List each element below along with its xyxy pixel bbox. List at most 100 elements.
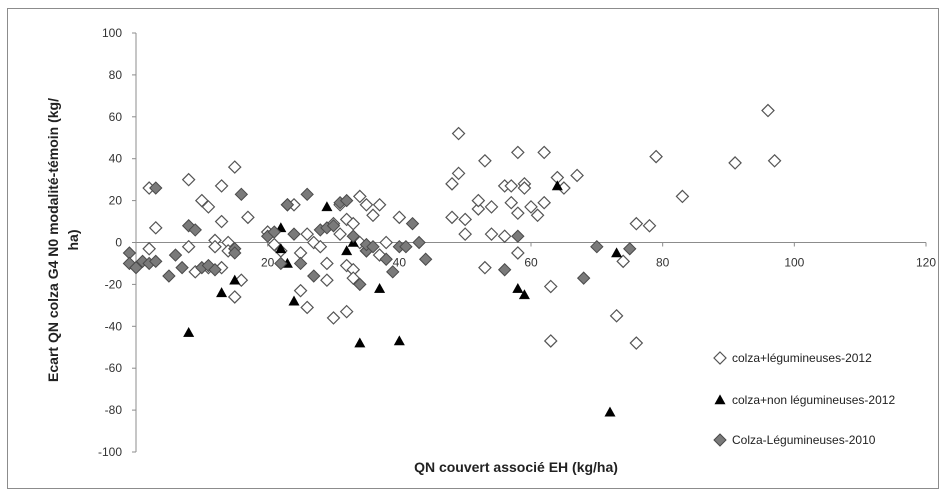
data-point — [576, 271, 591, 285]
data-point — [227, 160, 242, 174]
data-point — [359, 197, 374, 212]
data-point — [518, 289, 530, 300]
data-point — [293, 256, 308, 271]
series-1 — [142, 103, 782, 350]
x-tick-label: 60 — [524, 256, 538, 270]
data-point — [366, 208, 380, 223]
data-point — [392, 210, 407, 225]
data-point — [346, 271, 361, 285]
data-point — [543, 334, 558, 348]
data-point — [181, 172, 196, 187]
data-point — [386, 265, 400, 279]
data-point — [642, 218, 657, 233]
data-point — [761, 103, 775, 118]
data-point — [346, 229, 360, 243]
data-point — [188, 223, 202, 237]
data-point — [510, 206, 525, 221]
data-point — [194, 193, 209, 208]
x-tick-label: 20 — [261, 256, 275, 270]
legend-marker — [713, 433, 727, 447]
data-point — [366, 239, 380, 254]
data-point — [352, 189, 367, 204]
data-point — [604, 406, 616, 417]
data-point — [471, 202, 486, 216]
data-point — [267, 237, 282, 252]
data-point — [484, 200, 499, 214]
data-point — [333, 227, 347, 241]
data-point — [300, 227, 315, 241]
legend-label: colza+légumineuses-2012 — [732, 351, 872, 365]
data-point — [530, 208, 545, 223]
data-point — [623, 242, 637, 256]
legend: colza+légumineuses-2012 colza+non légumin… — [713, 351, 895, 447]
data-point — [300, 187, 314, 202]
data-point — [458, 227, 473, 241]
y-axis-title-line-2: ha) — [65, 230, 81, 251]
data-point — [326, 311, 341, 325]
data-point — [451, 126, 466, 141]
chart-frame — [7, 8, 939, 489]
data-point — [208, 263, 222, 277]
data-point — [201, 200, 216, 214]
data-point — [339, 304, 354, 319]
y-axis-title-line-1: Ecart QN colza G4 N0 modalité-témoin (kg… — [45, 98, 61, 382]
y-tick-label: -60 — [105, 361, 123, 375]
data-point — [418, 252, 433, 266]
data-point — [288, 295, 300, 306]
data-point — [181, 239, 196, 254]
data-point — [234, 187, 249, 202]
data-point — [412, 235, 426, 250]
data-point — [405, 216, 420, 231]
data-point — [175, 260, 189, 275]
data-point — [445, 176, 459, 191]
data-point — [275, 243, 287, 254]
data-point — [497, 263, 512, 277]
data-point — [280, 198, 295, 212]
data-point — [458, 212, 473, 227]
data-point — [372, 197, 387, 212]
data-point — [274, 256, 288, 271]
data-point — [216, 287, 228, 298]
y-tick-label: -80 — [105, 403, 123, 417]
x-tick-label: 120 — [916, 256, 936, 270]
data-point — [767, 153, 782, 168]
legend-item-1: colza+légumineuses-2012 — [713, 351, 872, 365]
data-point — [517, 181, 532, 195]
x-tick-label: 80 — [656, 256, 670, 270]
data-point — [354, 337, 366, 348]
y-tick-label: -20 — [105, 277, 123, 291]
data-point — [512, 282, 524, 293]
data-point — [616, 254, 631, 269]
x-tick-labels: 20 40 60 80 100 120 — [261, 256, 936, 270]
data-point — [537, 145, 552, 160]
data-point — [590, 239, 604, 254]
y-tick-label: 60 — [109, 110, 123, 124]
data-point — [484, 227, 499, 241]
data-point — [445, 210, 459, 225]
data-point — [649, 149, 663, 164]
data-point — [313, 239, 328, 254]
data-point — [399, 239, 413, 254]
data-point — [543, 279, 558, 294]
data-points — [122, 103, 782, 417]
data-point — [339, 193, 354, 208]
data-point — [229, 274, 241, 285]
data-point — [510, 145, 525, 160]
data-point — [675, 189, 690, 204]
y-tick-label: -40 — [105, 319, 123, 333]
legend-item-2: colza+non légumineuses-2012 — [714, 393, 895, 407]
y-tick-label: 80 — [109, 68, 123, 82]
data-point — [510, 246, 525, 260]
data-point — [320, 256, 334, 271]
data-point — [609, 308, 624, 323]
data-point — [228, 246, 242, 260]
data-point — [287, 227, 301, 241]
data-point — [629, 336, 644, 350]
legend-marker — [714, 394, 726, 405]
legend-marker — [713, 351, 727, 365]
data-point — [374, 282, 386, 293]
data-point — [326, 219, 341, 233]
data-point — [451, 166, 466, 181]
data-point — [478, 260, 492, 275]
